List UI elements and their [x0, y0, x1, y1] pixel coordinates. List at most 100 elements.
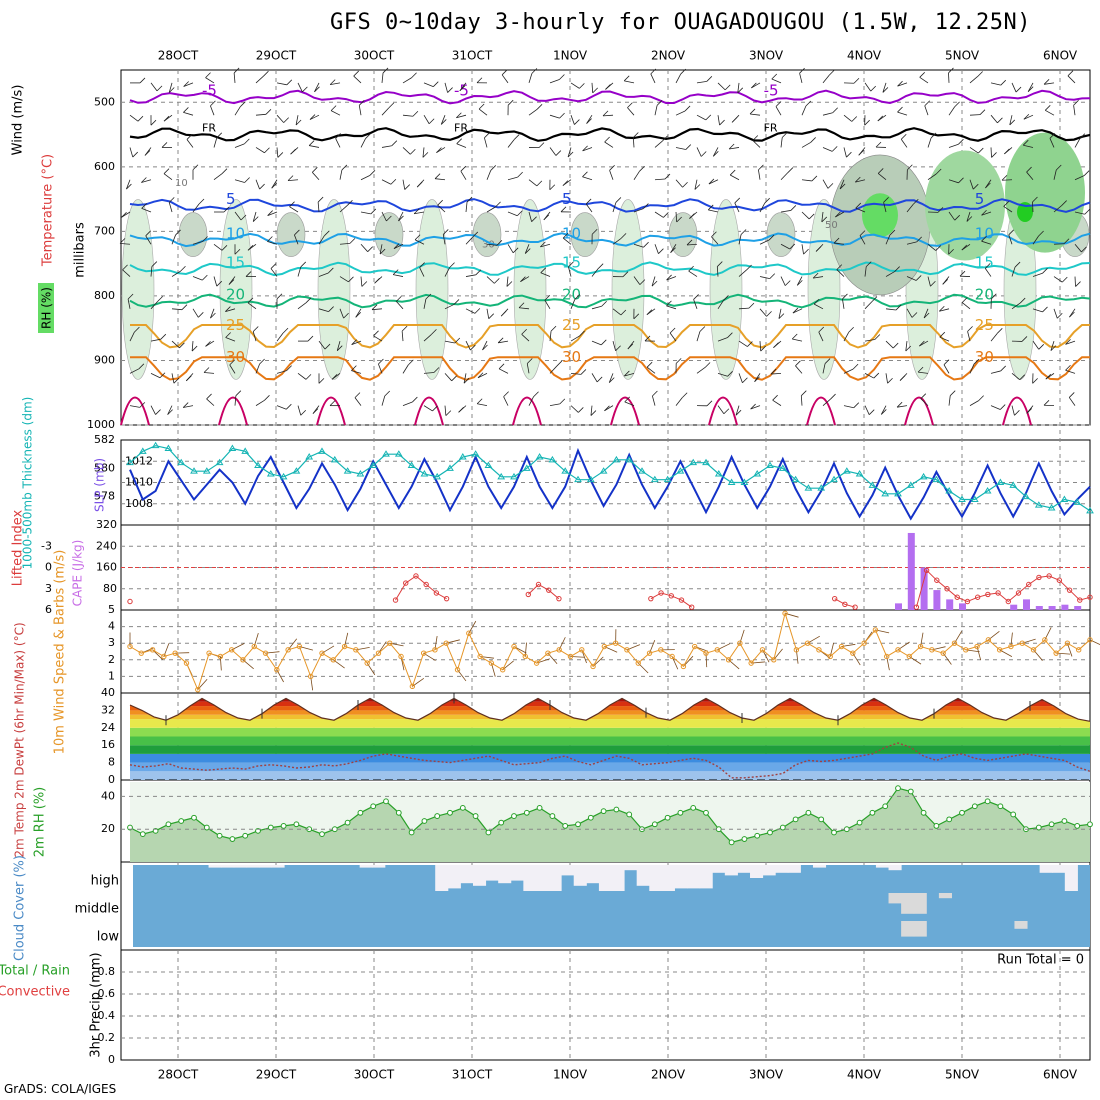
wind-barb-flag	[1081, 246, 1087, 253]
isotherm-20	[129, 293, 1091, 309]
wind-barb-flag	[305, 374, 312, 380]
thickness-point	[343, 467, 352, 474]
wind-barb	[528, 73, 533, 84]
cloud-clear-cell	[435, 865, 449, 891]
wind-barb-flag	[221, 168, 228, 174]
isotherm-label: 25	[562, 316, 581, 334]
wind-barb	[463, 373, 467, 384]
date-label-bottom: 5NOV	[945, 1068, 980, 1082]
wind-barb	[770, 372, 782, 375]
wind-barb-flag	[1042, 268, 1048, 274]
wind-barb-flag	[723, 408, 730, 415]
wind-barb-flag	[836, 264, 843, 270]
wind-barb-flag	[431, 329, 437, 335]
rh-point	[971, 803, 978, 810]
lifted-index-point	[842, 601, 848, 608]
thickness-point	[1022, 492, 1030, 500]
wind-barb	[885, 234, 891, 245]
pressure-tick-label: 700	[94, 224, 115, 237]
wind-barb-flag	[1019, 374, 1026, 380]
wind-barb	[924, 105, 929, 116]
wind-barb-flag	[853, 77, 860, 84]
wind-barb	[276, 147, 279, 158]
isotherm-label: 15	[226, 253, 245, 271]
rh-point	[575, 821, 581, 828]
wind-barb-flag	[791, 333, 798, 340]
wind-barb-flag	[155, 409, 161, 415]
panel-frame-precip	[120, 949, 1091, 1061]
wind-barb	[696, 114, 707, 121]
wind-barb-flag	[312, 167, 318, 173]
wind-barb	[822, 112, 833, 116]
wind-barb-flag	[985, 182, 991, 189]
thickness-point	[791, 475, 800, 483]
wind-barb-flag	[1022, 139, 1029, 146]
wind-barb-flag	[803, 248, 809, 255]
wind-barb	[168, 202, 173, 213]
rh-contour-label: 50	[825, 220, 838, 231]
temp-band	[130, 719, 1090, 728]
wind-barb	[442, 234, 446, 245]
lifted-index-point	[546, 587, 552, 593]
wind-barb-flag	[1067, 70, 1074, 77]
wind-barb-flag	[1026, 408, 1032, 414]
wind-barb	[549, 79, 560, 84]
rh-point	[421, 818, 428, 824]
thickness-point	[842, 467, 851, 474]
wind-barb	[1032, 272, 1043, 277]
wind-barb	[358, 105, 362, 116]
wind-barb	[771, 78, 782, 84]
rh-point	[703, 809, 709, 816]
wind-barb	[612, 202, 617, 213]
precip-tick-label: 0.4	[98, 1009, 116, 1022]
wind-barb	[354, 397, 362, 406]
wind-barb-flag	[150, 119, 157, 126]
wind-speed-point	[319, 650, 325, 656]
cloud-clear-cell	[762, 865, 776, 876]
thickness-point	[804, 484, 813, 491]
rh-swatch	[38, 283, 54, 333]
wind-barb	[460, 170, 467, 180]
wind-barb-flag	[264, 395, 270, 401]
rh-point	[895, 785, 901, 792]
thickness-point	[164, 444, 173, 451]
slp-tick-label: 1012	[125, 454, 153, 467]
wind-barb-flag	[470, 344, 476, 351]
date-label-bottom: 29OCT	[256, 1068, 297, 1082]
wind-barb-flag	[829, 69, 835, 76]
wind-barb-flag	[484, 132, 490, 139]
wind-barb-flag	[858, 149, 864, 156]
wind-barb-flag	[1038, 343, 1045, 350]
wind-barb-flag	[428, 118, 435, 125]
wind-barb-flag	[225, 332, 231, 338]
rh-point	[395, 809, 402, 816]
wind-barb-flag	[746, 264, 752, 271]
rh-point	[1010, 811, 1017, 818]
wind-barb	[549, 403, 560, 407]
wind-barb-flag	[513, 134, 520, 140]
cloud-clear-cell	[888, 893, 902, 904]
wind-barb	[360, 276, 363, 287]
isotherm-label: 5	[226, 190, 236, 208]
wind-barb	[360, 244, 368, 252]
cloud-clear-cell	[523, 865, 537, 891]
wind-barb	[708, 179, 719, 185]
thickness-point	[407, 461, 416, 468]
wind-barb-flag	[724, 84, 731, 91]
wind-barb-flag	[568, 261, 574, 268]
wind-barb-flag	[422, 152, 429, 158]
wind-barb	[507, 176, 518, 181]
wind-barb	[990, 333, 998, 342]
wind-barb-flag	[699, 326, 706, 332]
wind-barb	[129, 331, 135, 342]
wind-barb-flag	[393, 243, 400, 249]
wind-barb-flag	[991, 293, 997, 300]
cape-tick-label: 320	[96, 518, 117, 531]
wind-speed-point	[884, 653, 890, 660]
wind-barb-flag	[601, 300, 607, 307]
isotherm-5	[129, 198, 1091, 213]
wind-barb	[1049, 138, 1055, 148]
wind-barb	[885, 340, 894, 349]
wind-barb	[544, 300, 551, 310]
wind-barb-flag	[259, 183, 265, 190]
